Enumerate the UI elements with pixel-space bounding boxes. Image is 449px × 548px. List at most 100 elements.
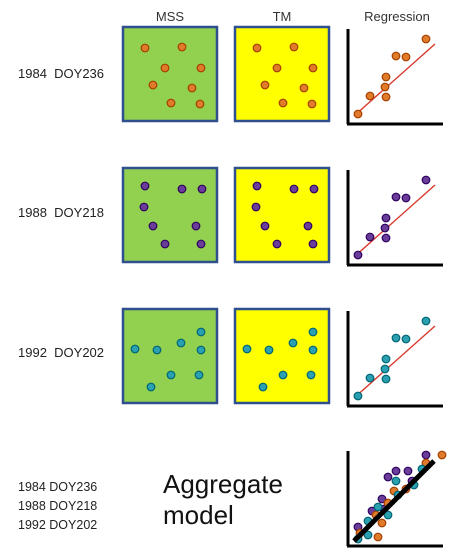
regression-trend-line [353, 43, 436, 117]
aggregate-model-title: Aggregate model [163, 469, 283, 531]
row-doy: DOY236 [54, 66, 105, 81]
aggregate-title-line2: model [163, 500, 234, 530]
mss-point [196, 345, 206, 355]
tm-point [288, 338, 298, 348]
tm-point [252, 43, 262, 53]
regression-point [391, 51, 401, 61]
tm-point [309, 184, 319, 194]
tm-panel [233, 307, 331, 405]
mss-point [176, 338, 186, 348]
regression-point [365, 91, 375, 101]
row-label-1988: 1988 DOY218 [18, 205, 104, 220]
tm-point [303, 221, 313, 231]
mss-point [160, 239, 170, 249]
tm-point [260, 221, 270, 231]
regression-trend-line [353, 325, 436, 399]
aggregate-labels: 1984 DOY236 1988 DOY218 1992 DOY202 [18, 478, 97, 535]
regression-point [353, 250, 363, 260]
mss-point [160, 63, 170, 73]
tm-point [278, 98, 288, 108]
tm-point [308, 345, 318, 355]
aggregate-point-1984 [437, 450, 447, 460]
tm-point [299, 83, 309, 93]
tm-point [242, 344, 252, 354]
tm-point [306, 370, 316, 380]
mss-point [177, 184, 187, 194]
regression-point [380, 223, 390, 233]
regression-point [353, 109, 363, 119]
row-doy: DOY218 [54, 205, 105, 220]
aggregate-label-1992: 1992 DOY202 [18, 518, 98, 532]
aggregate-point-1992 [391, 476, 401, 486]
row-doy: DOY202 [54, 345, 105, 360]
regression-point [380, 364, 390, 374]
tm-point [272, 239, 282, 249]
mss-point [196, 327, 206, 337]
mss-point [148, 221, 158, 231]
mss-point [130, 344, 140, 354]
row-label-1992: 1992 DOY202 [18, 345, 104, 360]
aggregate-point-1984 [373, 532, 383, 542]
tm-point [289, 42, 299, 52]
regression-point [381, 72, 391, 82]
aggregate-point-1988 [391, 466, 401, 476]
regression-point [381, 92, 391, 102]
tm-point [308, 63, 318, 73]
tm-point [272, 63, 282, 73]
tm-point [289, 184, 299, 194]
mss-point [195, 99, 205, 109]
mss-point [196, 239, 206, 249]
regression-point [381, 233, 391, 243]
row-label-1984: 1984 DOY236 [18, 66, 104, 81]
regression-point [421, 175, 431, 185]
mss-point [146, 382, 156, 392]
regression-point [365, 232, 375, 242]
row-year: 1984 [18, 66, 47, 81]
aggregate-title-line1: Aggregate [163, 469, 283, 499]
regression-point [381, 213, 391, 223]
aggregate-point-1992 [363, 530, 373, 540]
regression-point [391, 333, 401, 343]
row-year: 1988 [18, 205, 47, 220]
tm-point [278, 370, 288, 380]
regression-point [421, 316, 431, 326]
mss-point [191, 221, 201, 231]
tm-point [251, 202, 261, 212]
regression-point [381, 354, 391, 364]
mss-point [139, 202, 149, 212]
regression-point [381, 374, 391, 384]
aggregate-point-1988 [383, 472, 393, 482]
aggregate-label-1988: 1988 DOY218 [18, 499, 98, 513]
regression-point [391, 192, 401, 202]
regression-point [401, 52, 411, 62]
mss-point [197, 184, 207, 194]
tm-point [252, 181, 262, 191]
regression-point [380, 82, 390, 92]
aggregate-point-1988 [421, 450, 431, 460]
mss-point [177, 42, 187, 52]
mss-point [196, 63, 206, 73]
aggregate-point-1992 [383, 510, 393, 520]
aggregate-point-1992 [373, 502, 383, 512]
header-mss: MSS [155, 9, 185, 24]
mss-point [152, 345, 162, 355]
aggregate-regression-line [352, 459, 436, 543]
mss-panel [121, 166, 219, 264]
header-tm: TM [272, 9, 292, 24]
regression-point [353, 391, 363, 401]
mss-point [148, 80, 158, 90]
mss-point [140, 181, 150, 191]
row-year: 1992 [18, 345, 47, 360]
tm-point [308, 327, 318, 337]
aggregate-point-1984 [377, 518, 387, 528]
aggregate-point-1988 [377, 494, 387, 504]
regression-point [401, 334, 411, 344]
aggregate-point-1988 [403, 466, 413, 476]
header-regression: Regression [364, 9, 430, 24]
regression-point [401, 193, 411, 203]
tm-point [258, 382, 268, 392]
mss-point [140, 43, 150, 53]
tm-point [264, 345, 274, 355]
regression-point [365, 373, 375, 383]
mss-point [194, 370, 204, 380]
